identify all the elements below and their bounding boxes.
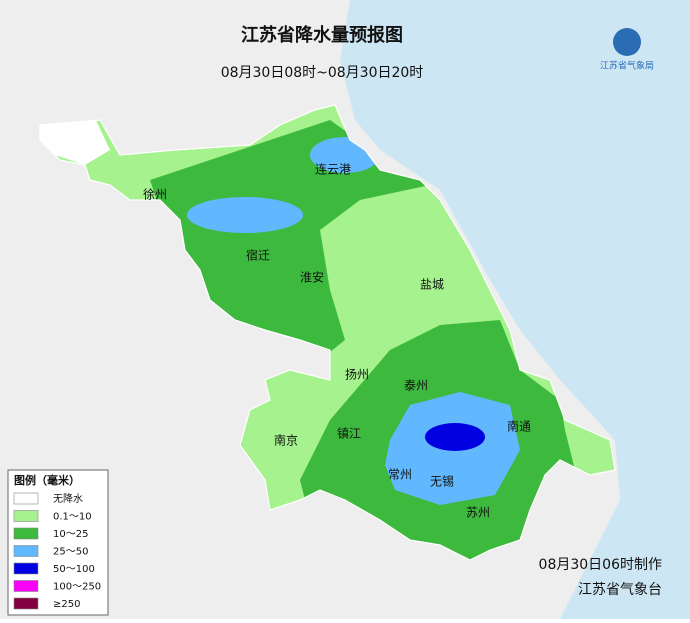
legend-label: 无降水 bbox=[53, 492, 83, 505]
legend: 图例（毫米） 无降水 0.1～10 10～25 25～50 50～100 100～250 ≥… bbox=[7, 469, 109, 616]
city-label: 盐城 bbox=[420, 278, 444, 292]
agency: 江苏省气象台 bbox=[578, 582, 662, 598]
legend-swatch bbox=[13, 545, 39, 557]
legend-label: 10～25 bbox=[53, 529, 88, 540]
sea bbox=[340, 0, 690, 619]
legend-swatch bbox=[13, 527, 39, 540]
legend-swatch bbox=[13, 562, 39, 575]
city-label: 扬州 bbox=[345, 367, 369, 382]
legend-swatch bbox=[13, 597, 39, 610]
legend-label: 25～50 bbox=[53, 547, 88, 558]
city-label: 泰州 bbox=[404, 379, 428, 393]
city-label: 徐州 bbox=[143, 187, 167, 202]
city-label: 常州 bbox=[388, 468, 412, 482]
city-label: 苏州 bbox=[466, 506, 490, 520]
city-label: 连云港 bbox=[315, 162, 351, 177]
rainstorm bbox=[425, 423, 485, 451]
legend-label: 50～100 bbox=[53, 564, 95, 575]
city-label: 镇江 bbox=[337, 427, 361, 441]
made-time: 08月30日06时制作 bbox=[539, 557, 662, 573]
legend-title: 图例（毫米） bbox=[14, 473, 80, 487]
title: 江苏省降水量预报图 bbox=[241, 24, 403, 46]
legend-label: ≥250 bbox=[53, 599, 80, 610]
legend-swatch bbox=[13, 492, 39, 505]
city-label: 无锡 bbox=[430, 474, 454, 489]
city-label: 宿迁 bbox=[246, 248, 270, 263]
city-label: 南通 bbox=[507, 419, 531, 434]
legend-label: 100～250 bbox=[53, 582, 101, 593]
heavy-rain-north bbox=[187, 197, 303, 233]
city-label: 南京 bbox=[274, 433, 298, 448]
logo-icon bbox=[613, 28, 641, 56]
city-label: 淮安 bbox=[300, 270, 324, 285]
legend-label: 0.1～10 bbox=[53, 512, 92, 523]
subtitle: 08月30日08时~08月30日20时 bbox=[221, 65, 424, 81]
moderate-rain-north bbox=[150, 120, 430, 360]
logo-text: 江苏省气象局 bbox=[600, 60, 654, 72]
legend-swatch bbox=[13, 510, 39, 522]
legend-box bbox=[7, 469, 109, 616]
legend-swatch bbox=[13, 580, 39, 592]
